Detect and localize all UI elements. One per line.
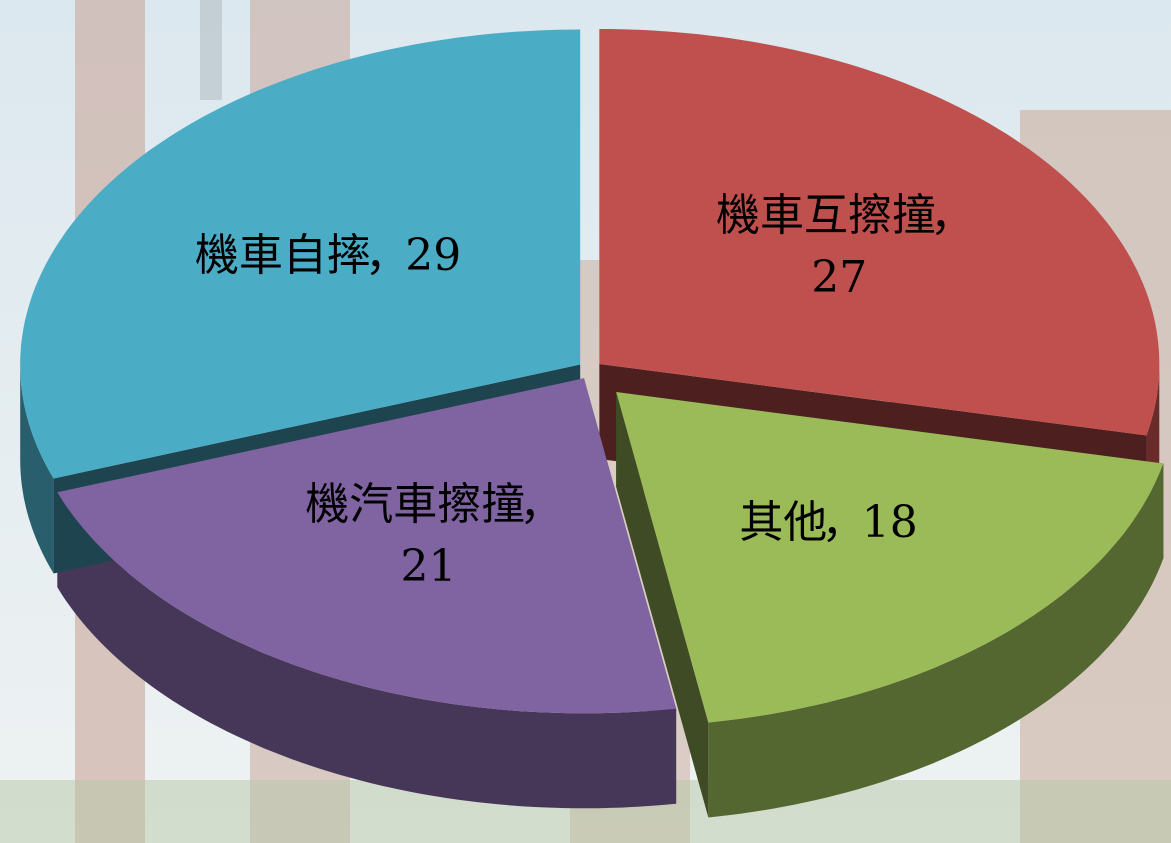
label-separator: ，: [930, 190, 974, 241]
label-category: 機車互擦撞: [716, 190, 936, 241]
label-category: 機汽車擦撞: [305, 479, 525, 530]
slice-side: [20, 364, 54, 574]
label-category: 機車自摔: [195, 230, 371, 281]
label-separator: ，: [365, 230, 409, 281]
slice-side: [708, 463, 1164, 818]
slice: [20, 29, 581, 479]
label-value: 29: [405, 230, 461, 281]
label-value: 27: [811, 252, 867, 303]
label-value: 21: [400, 541, 456, 592]
slice-wall: [616, 392, 709, 818]
slice: [57, 378, 677, 714]
label-category: 其他: [739, 497, 827, 548]
slice-side: [57, 492, 677, 809]
slice: [616, 392, 1164, 723]
slice: [599, 29, 1160, 436]
label-separator: ，: [821, 497, 865, 548]
label-separator: ，: [519, 479, 563, 530]
pie-tops: [20, 29, 1164, 723]
label-value: 18: [862, 497, 918, 548]
